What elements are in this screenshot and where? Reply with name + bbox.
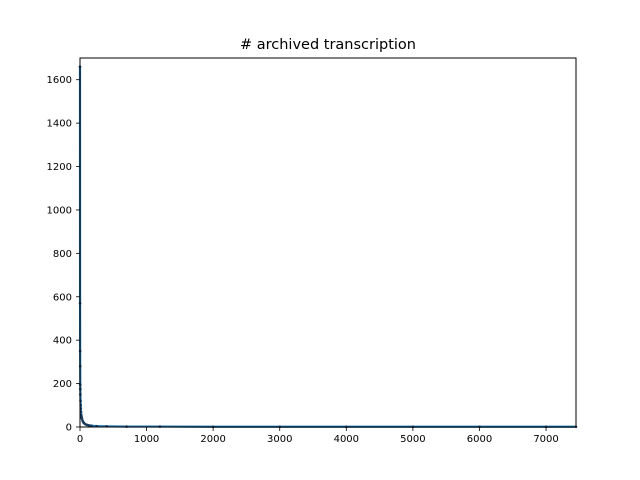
x-tick-label: 4000 [334,434,359,445]
x-tick-label: 2000 [200,434,225,445]
data-point [80,417,84,421]
x-tick-label: 1000 [134,434,159,445]
x-tick-label: 5000 [400,434,425,445]
x-axis: 0 1000 2000 3000 4000 5000 6000 7000 [77,427,559,445]
plot-series-area [78,65,578,429]
y-tick-label: 200 [53,379,72,390]
y-tick-label: 1600 [47,75,72,86]
y-tick-label: 800 [53,249,72,260]
x-tick-label: 3000 [267,434,292,445]
y-tick-label: 0 [66,423,72,434]
chart-title: # archived transcription [240,37,416,53]
x-tick-label: 0 [77,434,83,445]
series-line [78,66,576,428]
y-tick-label: 1400 [47,119,72,130]
data-point [90,424,93,428]
y-tick-label: 1200 [47,162,72,173]
y-axis: 0 200 400 600 800 1000 1200 1400 1600 [47,75,80,434]
y-tick-label: 400 [53,336,72,347]
data-point [87,423,90,427]
x-tick-label: 6000 [467,434,492,445]
data-point [85,423,88,427]
data-point [80,413,83,417]
x-tick-label: 7000 [533,434,558,445]
y-tick-label: 1000 [47,205,72,216]
y-tick-label: 600 [53,292,72,303]
plot-frame [79,57,577,428]
